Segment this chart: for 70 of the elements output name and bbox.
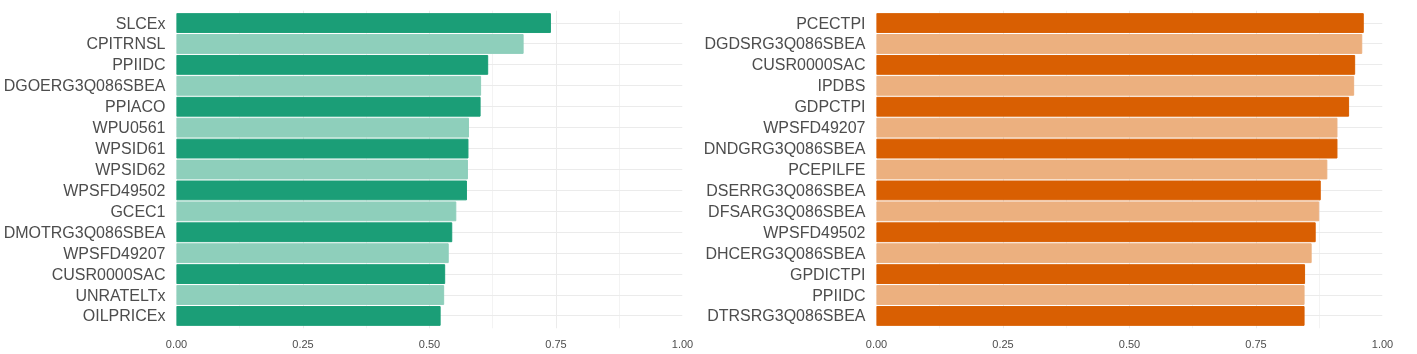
y-tick-label: IPDBS bbox=[817, 77, 866, 95]
x-tick-label: 0.00 bbox=[865, 337, 888, 350]
y-tick-label: WPSFD49502 bbox=[763, 223, 866, 241]
bar bbox=[876, 75, 1355, 96]
bar bbox=[876, 159, 1328, 180]
y-tick-label: WPSFD49207 bbox=[63, 244, 166, 262]
bar bbox=[176, 96, 481, 117]
bar bbox=[876, 180, 1321, 201]
bar bbox=[176, 201, 457, 222]
bar bbox=[176, 243, 449, 264]
bar bbox=[176, 180, 467, 201]
y-tick-label: GDPCTPI bbox=[794, 98, 866, 116]
y-tick-label: WPU0561 bbox=[92, 119, 166, 137]
x-tick-label: 1.00 bbox=[671, 337, 694, 350]
y-tick-label: DGDSRG3Q086SBEA bbox=[704, 35, 866, 53]
y-tick-label: PPIIDC bbox=[112, 56, 166, 74]
bar bbox=[876, 34, 1363, 54]
y-tick-label: OILPRICEx bbox=[82, 307, 166, 325]
y-tick-label: WPSID61 bbox=[95, 140, 166, 158]
bar bbox=[876, 222, 1316, 243]
x-tick-label: 0.50 bbox=[1118, 337, 1141, 350]
y-tick-label: GCEC1 bbox=[110, 202, 166, 220]
x-tick-label: 0.50 bbox=[418, 337, 441, 350]
y-tick-label: PCECTPI bbox=[796, 14, 866, 32]
bar bbox=[876, 264, 1306, 285]
bar bbox=[876, 243, 1312, 264]
x-tick-label: 0.75 bbox=[1245, 337, 1267, 350]
x-tick-label: 0.25 bbox=[292, 337, 314, 350]
bar bbox=[176, 285, 445, 305]
y-tick-label: WPSFD49502 bbox=[63, 181, 166, 199]
x-tick-label: 0.00 bbox=[165, 337, 188, 350]
y-tick-label: WPSFD49207 bbox=[763, 119, 866, 137]
y-tick-label: DHCERG3Q086SBEA bbox=[705, 244, 866, 262]
y-tick-label: CPITRNSL bbox=[86, 35, 166, 53]
bar bbox=[176, 117, 469, 138]
y-tick-label: DSERRG3Q086SBEA bbox=[706, 181, 866, 199]
y-tick-label: UNRATELTx bbox=[75, 286, 166, 304]
bar bbox=[176, 54, 489, 75]
y-tick-label: DMOTRG3Q086SBEA bbox=[3, 223, 166, 241]
x-tick-label: 0.75 bbox=[545, 337, 567, 350]
y-tick-label: DTRSRG3Q086SBEA bbox=[707, 307, 866, 325]
bar bbox=[176, 222, 453, 243]
y-tick-label: PPIIDC bbox=[812, 286, 866, 304]
bar bbox=[876, 285, 1305, 305]
y-tick-label: GPDICTPI bbox=[789, 265, 866, 283]
y-tick-label: PPIACO bbox=[105, 98, 166, 116]
x-tick-label: 0.25 bbox=[992, 337, 1014, 350]
bar bbox=[176, 34, 524, 54]
bar bbox=[876, 138, 1338, 159]
bar bbox=[876, 117, 1338, 138]
y-tick-label: DGOERG3Q086SBEA bbox=[3, 77, 166, 95]
bar bbox=[876, 54, 1356, 75]
bar bbox=[176, 13, 551, 33]
y-tick-label: WPSID62 bbox=[95, 161, 166, 178]
y-tick-label: CUSR0000SAC bbox=[51, 265, 166, 283]
bar bbox=[176, 264, 446, 285]
bar bbox=[176, 306, 441, 326]
y-tick-label: DNDGRG3Q086SBEA bbox=[703, 140, 866, 158]
bar bbox=[876, 13, 1364, 33]
y-tick-label: SLCEx bbox=[115, 14, 166, 32]
y-tick-label: DFSARG3Q086SBEA bbox=[708, 202, 866, 220]
x-tick-label: 1.00 bbox=[1371, 337, 1394, 350]
y-tick-label: CUSR0000SAC bbox=[751, 56, 866, 74]
bar bbox=[876, 96, 1350, 117]
bar bbox=[176, 75, 482, 96]
bar bbox=[176, 159, 468, 180]
bar bbox=[176, 138, 469, 159]
bar bbox=[876, 201, 1320, 222]
y-tick-label: PCEPILFE bbox=[788, 161, 866, 178]
bar bbox=[876, 306, 1305, 326]
